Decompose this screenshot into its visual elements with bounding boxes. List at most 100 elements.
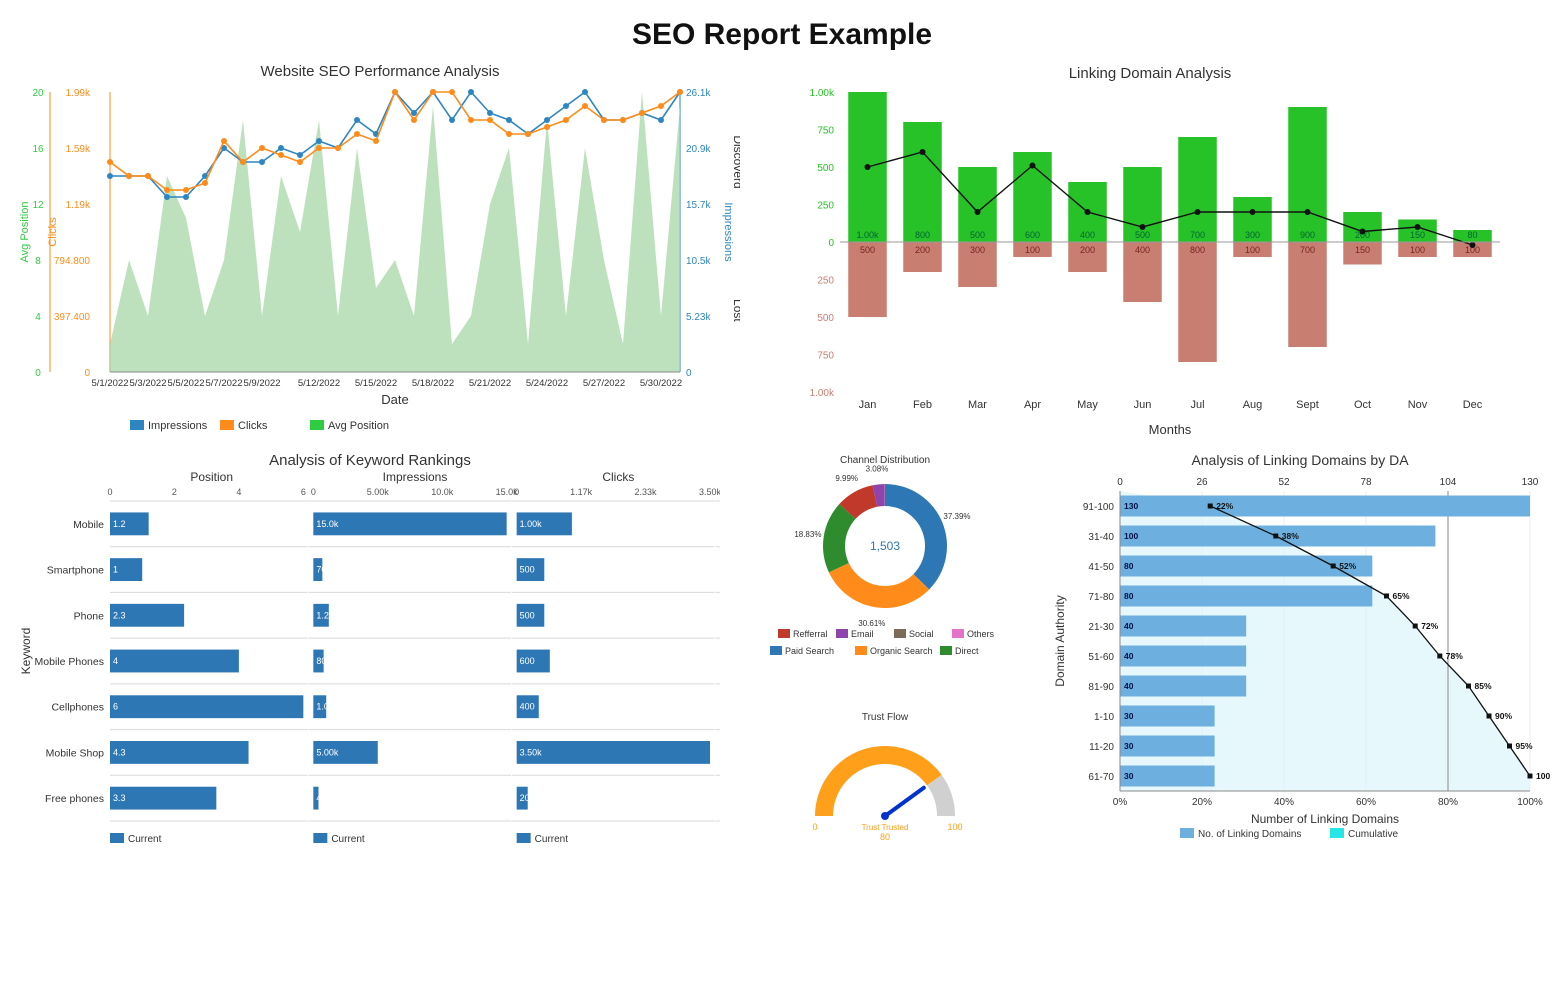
svg-text:700: 700 (316, 565, 331, 575)
svg-text:80%: 80% (1438, 797, 1458, 808)
svg-text:Refferral: Refferral (793, 629, 827, 639)
keyword-svg: Analysis of Keyword RankingsKeywordPosit… (20, 451, 720, 851)
svg-text:22%: 22% (1216, 501, 1233, 511)
svg-text:794.800: 794.800 (54, 256, 91, 267)
svg-text:30: 30 (1124, 771, 1134, 781)
svg-text:Trust Flow: Trust Flow (862, 712, 909, 723)
svg-text:100: 100 (1025, 245, 1040, 255)
svg-text:4.3: 4.3 (113, 747, 126, 757)
svg-text:3.50k: 3.50k (520, 747, 543, 757)
svg-text:Impressions: Impressions (148, 420, 208, 432)
svg-text:Nov: Nov (1408, 399, 1428, 411)
svg-text:40: 40 (1124, 651, 1134, 661)
svg-text:0: 0 (514, 487, 519, 497)
svg-text:Discoverd: Discoverd (731, 135, 740, 188)
svg-text:Domain Authority: Domain Authority (1053, 595, 1067, 686)
svg-text:200: 200 (1080, 245, 1095, 255)
svg-text:Linking Domain Analysis: Linking Domain Analysis (1069, 65, 1232, 82)
svg-text:71-80: 71-80 (1088, 592, 1114, 603)
svg-text:500: 500 (520, 565, 535, 575)
svg-text:1.00k: 1.00k (810, 88, 835, 99)
svg-text:51-60: 51-60 (1088, 652, 1114, 663)
da-pareto-chart: Analysis of Linking Domains by DADomain … (1050, 451, 1550, 856)
svg-text:300: 300 (1245, 230, 1260, 240)
svg-text:Clicks: Clicks (602, 470, 634, 484)
svg-text:900: 900 (1300, 230, 1315, 240)
svg-text:26.1k: 26.1k (686, 88, 711, 99)
svg-text:No. of Linking Domains: No. of Linking Domains (1198, 829, 1301, 840)
seo-chart-svg: Website SEO Performance Analysis04812162… (20, 62, 740, 442)
svg-text:Direct: Direct (955, 646, 979, 656)
svg-text:20.9k: 20.9k (686, 144, 711, 155)
svg-text:Jul: Jul (1190, 399, 1204, 411)
svg-text:Jun: Jun (1134, 399, 1152, 411)
svg-text:10.5k: 10.5k (686, 256, 711, 267)
svg-text:Avg Position: Avg Position (20, 202, 31, 263)
svg-text:2: 2 (172, 487, 177, 497)
svg-text:6: 6 (113, 702, 118, 712)
svg-text:95%: 95% (1516, 741, 1533, 751)
svg-text:500: 500 (860, 245, 875, 255)
svg-text:Clicks: Clicks (238, 420, 268, 432)
svg-text:Analysis of Keyword Rankings: Analysis of Keyword Rankings (269, 452, 471, 469)
svg-text:40%: 40% (1274, 797, 1294, 808)
svg-text:60%: 60% (1356, 797, 1376, 808)
svg-text:200: 200 (915, 245, 930, 255)
svg-text:52: 52 (1278, 477, 1290, 488)
svg-text:0: 0 (35, 368, 41, 379)
svg-text:1.20k: 1.20k (316, 610, 339, 620)
svg-text:3.50k: 3.50k (699, 487, 720, 497)
linking-domain-chart: Linking Domain Analysis 0 250 500 750 1.00k 25… (780, 62, 1520, 447)
svg-text:1.00k: 1.00k (856, 230, 879, 240)
svg-text:250: 250 (817, 201, 834, 212)
svg-text:5.00k: 5.00k (316, 747, 339, 757)
svg-text:750: 750 (817, 351, 834, 362)
svg-text:130: 130 (1124, 501, 1138, 511)
svg-text:3.3: 3.3 (113, 793, 126, 803)
svg-text:80: 80 (880, 832, 890, 842)
svg-text:Aug: Aug (1243, 399, 1263, 411)
svg-text:250: 250 (817, 276, 834, 287)
svg-text:Organic Search: Organic Search (870, 646, 933, 656)
svg-text:400: 400 (316, 793, 331, 803)
svg-text:Impressions: Impressions (383, 470, 448, 484)
svg-text:Number of Linking Domains: Number of Linking Domains (1251, 812, 1399, 826)
svg-text:5/7/2022: 5/7/2022 (206, 378, 243, 389)
svg-text:91-100: 91-100 (1083, 502, 1115, 513)
svg-text:2.33k: 2.33k (635, 487, 658, 497)
svg-text:Cellphones: Cellphones (51, 702, 104, 714)
svg-text:0: 0 (812, 822, 817, 832)
svg-text:16: 16 (32, 144, 44, 155)
svg-text:Current: Current (535, 834, 569, 845)
svg-text:40: 40 (1124, 681, 1134, 691)
svg-text:8: 8 (35, 256, 41, 267)
svg-text:700: 700 (1300, 245, 1315, 255)
svg-text:300: 300 (970, 245, 985, 255)
svg-text:1.00k: 1.00k (316, 702, 339, 712)
svg-text:750: 750 (817, 126, 834, 137)
svg-text:0: 0 (828, 238, 834, 249)
svg-text:Dec: Dec (1463, 399, 1483, 411)
svg-text:400: 400 (520, 702, 535, 712)
svg-text:6: 6 (301, 487, 306, 497)
page-title: SEO Report Example (20, 18, 1544, 52)
svg-text:Avg Position: Avg Position (328, 420, 389, 432)
svg-text:5/27/2022: 5/27/2022 (583, 378, 625, 389)
svg-text:Mobile Shop: Mobile Shop (46, 747, 105, 759)
svg-text:80: 80 (1467, 230, 1477, 240)
svg-text:3.08%: 3.08% (866, 464, 889, 473)
svg-text:5/21/2022: 5/21/2022 (469, 378, 511, 389)
svg-text:Keyword: Keyword (20, 628, 33, 675)
svg-text:800: 800 (1190, 245, 1205, 255)
svg-text:Apr: Apr (1024, 399, 1041, 411)
svg-text:11-20: 11-20 (1089, 742, 1114, 753)
svg-text:15.7k: 15.7k (686, 200, 711, 211)
svg-text:1: 1 (113, 565, 118, 575)
svg-text:Current: Current (128, 834, 162, 845)
svg-text:1.99k: 1.99k (66, 88, 91, 99)
svg-text:100%: 100% (1536, 771, 1550, 781)
svg-text:Clicks: Clicks (47, 217, 59, 247)
gauge-chart: Trust Flow0100Trust Trusted80 (760, 706, 1010, 846)
svg-text:0: 0 (686, 368, 692, 379)
svg-text:May: May (1077, 399, 1098, 411)
